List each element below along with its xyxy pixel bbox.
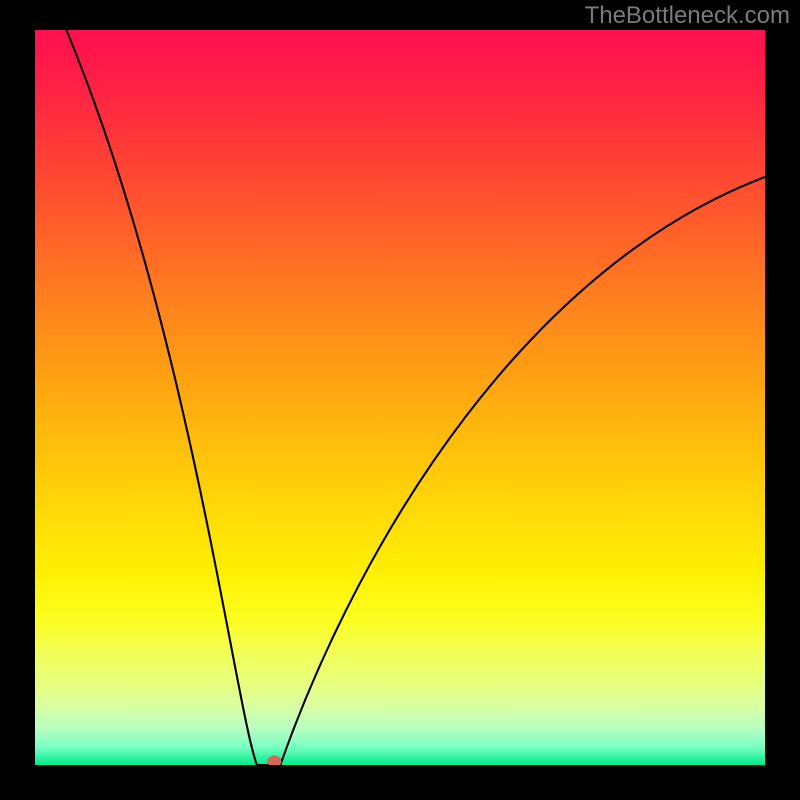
plot-area: [35, 30, 765, 765]
plot-svg: [35, 30, 765, 765]
chart-background: [35, 30, 765, 765]
watermark-text: TheBottleneck.com: [585, 2, 790, 30]
